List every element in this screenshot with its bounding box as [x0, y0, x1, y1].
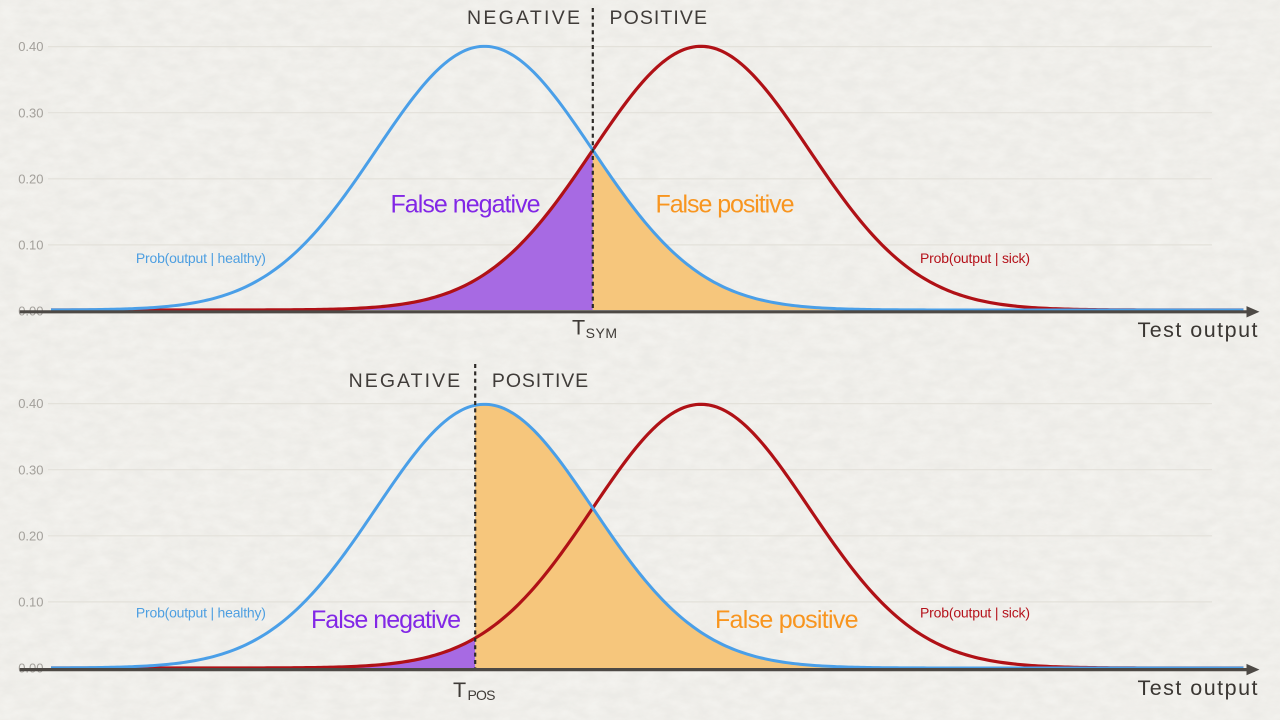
svg-text:POSITIVE: POSITIVE	[610, 7, 708, 29]
svg-text:False positive: False positive	[656, 191, 795, 219]
svg-text:False positive: False positive	[715, 606, 859, 634]
svg-text:Prob(output | healthy): Prob(output | healthy)	[136, 250, 266, 266]
svg-text:0.40: 0.40	[18, 396, 43, 411]
svg-text:0.10: 0.10	[18, 238, 43, 253]
svg-text:Test output: Test output	[1138, 318, 1258, 342]
svg-text:POS: POS	[468, 687, 496, 703]
svg-text:T: T	[453, 678, 466, 702]
svg-text:NEGATIVE: NEGATIVE	[349, 370, 461, 392]
svg-text:Test output: Test output	[1138, 676, 1258, 700]
svg-text:Prob(output | healthy): Prob(output | healthy)	[136, 605, 266, 621]
svg-text:0.40: 0.40	[18, 39, 43, 54]
svg-text:0.20: 0.20	[18, 171, 43, 186]
svg-text:False negative: False negative	[391, 191, 541, 219]
svg-text:Prob(output | sick): Prob(output | sick)	[920, 250, 1030, 266]
svg-text:Prob(output | sick): Prob(output | sick)	[920, 605, 1030, 621]
svg-text:NEGATIVE: NEGATIVE	[467, 7, 580, 29]
svg-text:False negative: False negative	[311, 606, 461, 634]
svg-text:0.20: 0.20	[18, 528, 43, 543]
svg-text:T: T	[572, 315, 585, 339]
svg-text:0.10: 0.10	[18, 595, 43, 610]
svg-text:0.30: 0.30	[18, 105, 43, 120]
svg-text:SYM: SYM	[586, 325, 617, 341]
svg-text:POSITIVE: POSITIVE	[492, 370, 588, 392]
svg-text:0.30: 0.30	[18, 462, 43, 477]
